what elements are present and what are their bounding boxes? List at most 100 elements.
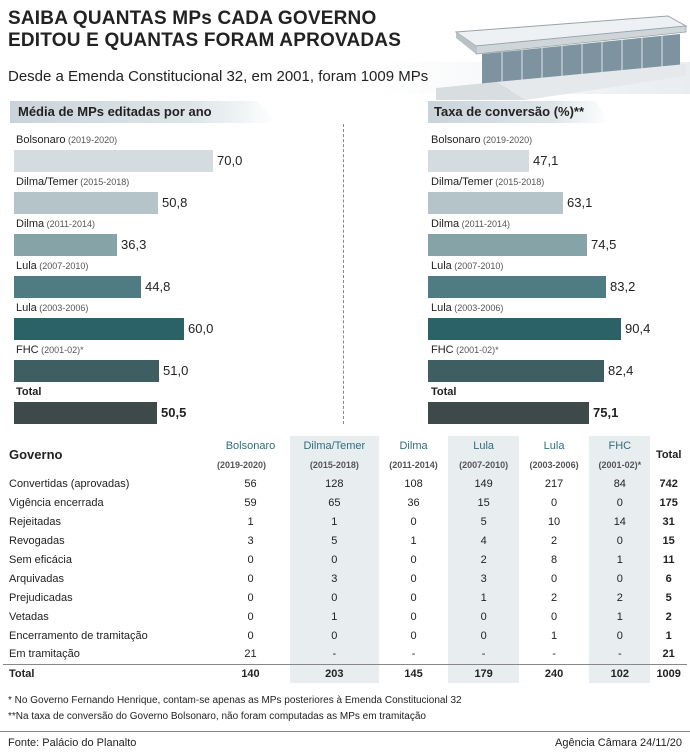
- table-cell: 65: [290, 493, 379, 512]
- right-bar-value-0: 47,1: [533, 153, 559, 168]
- table-cell: 56: [244, 477, 257, 490]
- table-cell: 0: [410, 591, 417, 604]
- right-bar-label-1: Dilma/Temer (2015-2018): [431, 176, 544, 188]
- table-header-years-row: (2019-2020) (2015-2018) (2011-2014) (200…: [3, 455, 687, 474]
- right-panel-title-band: [428, 101, 610, 123]
- table-cell: 15: [448, 493, 519, 512]
- left-bar-value-3: 44,8: [145, 279, 171, 294]
- table-cell: 108: [404, 477, 423, 490]
- table-cell: 1: [290, 607, 379, 626]
- table-cell: 31: [662, 515, 675, 528]
- right-bar-3: [428, 276, 606, 298]
- table-cell: 15: [662, 534, 675, 547]
- mp-table: Governo Bolsonaro Dilma/Temer Dilma Lula…: [3, 436, 687, 683]
- table-cell: 0: [290, 626, 379, 645]
- right-bar-value-1: 63,1: [567, 195, 593, 210]
- title-line-2: EDITOU E QUANTAS FORAM APROVADAS: [8, 30, 402, 51]
- table-cell: 140: [210, 663, 291, 683]
- table-cell: 0: [551, 496, 558, 509]
- table-row-label-2: Rejeitadas: [9, 515, 61, 528]
- table-cell: 2: [589, 588, 651, 607]
- right-bar-label-name-6: Total: [431, 386, 457, 398]
- table-row-label-3: Revogadas: [9, 534, 65, 547]
- right-bar-label-name-5: FHC: [431, 344, 454, 356]
- table-cell: 1: [551, 629, 558, 642]
- table-cell: 102: [589, 663, 651, 683]
- table-cell: 1: [410, 534, 417, 547]
- left-bar-2: [14, 234, 117, 256]
- table-cell: 5: [665, 591, 672, 604]
- left-bar-value-6: 50,5: [161, 405, 187, 420]
- right-bar-1: [428, 192, 563, 214]
- left-bar-label-name-5: FHC: [16, 344, 39, 356]
- table-cell: 145: [378, 663, 449, 683]
- right-bar-label-years-3: (2007-2010): [451, 261, 504, 271]
- left-bar-value-0: 70,0: [217, 153, 243, 168]
- left-bar-label-6: Total: [16, 386, 41, 398]
- table-cell: 5: [290, 531, 379, 550]
- table-cell: 0: [290, 588, 379, 607]
- subtitle: Desde a Emenda Constitucional 32, em 200…: [8, 68, 429, 85]
- col-year-fhc: (2001-02)*: [589, 455, 651, 474]
- right-bar-label-years-0: (2019-2020): [480, 135, 533, 145]
- right-bar-2: [428, 234, 587, 256]
- table-cell: 84: [589, 474, 651, 493]
- table-row-label-8: Encerramento de tramitação: [9, 629, 148, 642]
- panel-divider: [343, 124, 344, 424]
- left-panel-title: Média de MPs editadas por ano: [18, 104, 212, 119]
- table-row-label-0: Convertidas (aprovadas): [9, 477, 130, 490]
- table-row: Em tramitação 21- - - - -21: [3, 645, 687, 664]
- congress-building-illustration: [436, 15, 688, 100]
- table-cell: -: [290, 645, 379, 664]
- table-row-label-5: Arquivadas: [9, 572, 65, 585]
- table-cell: 203: [290, 663, 379, 683]
- table-cell: 0: [247, 610, 254, 623]
- table-cell: 6: [665, 572, 672, 585]
- right-bar-label-2: Dilma (2011-2014): [431, 218, 510, 230]
- title-line-1: SAIBA QUANTAS MPs CADA GOVERNO: [8, 8, 377, 29]
- col-header-lula-2003: Lula: [543, 439, 565, 452]
- table-row: Rejeitadas 1 1 0 5 10 14 31: [3, 512, 687, 531]
- table-cell: 3: [247, 534, 254, 547]
- table-cell: 179: [448, 663, 519, 683]
- table-cell: 0: [290, 550, 379, 569]
- left-bar-6: [14, 402, 157, 424]
- right-panel-title: Taxa de conversão (%)**: [434, 104, 585, 119]
- right-bar-label-0: Bolsonaro (2019-2020): [431, 134, 532, 146]
- right-bar-label-years-5: (2001-02)*: [453, 345, 499, 355]
- right-bar-label-name-2: Dilma: [431, 218, 460, 230]
- table-cell: 240: [518, 663, 590, 683]
- table-cell: 0: [448, 626, 519, 645]
- right-bar-5: [428, 360, 604, 382]
- table-row-label-1: Vigência encerrada: [9, 496, 104, 509]
- table-cell: 0: [247, 572, 254, 585]
- table-row-label-7: Vetadas: [9, 610, 49, 623]
- table-row: Encerramento de tramitação 0 0 0 0 1 0 1: [3, 626, 687, 645]
- table-cell: 0: [589, 493, 651, 512]
- right-bar-value-4: 90,4: [625, 321, 651, 336]
- table-cell: 1: [448, 588, 519, 607]
- table-cell: 2: [551, 591, 558, 604]
- table-cell: 4: [448, 531, 519, 550]
- col-header-fhc: FHC: [589, 436, 651, 455]
- table-cell: 10: [547, 515, 561, 528]
- left-bar-label-years-4: (2003-2006): [36, 303, 89, 313]
- table-row: Convertidas (aprovadas) 56 128 108 149 217 84 7…: [3, 474, 687, 493]
- left-bar-label-name-0: Bolsonaro: [16, 134, 66, 146]
- table-cell: 1: [290, 512, 379, 531]
- right-bar-value-6: 75,1: [593, 405, 619, 420]
- col-year-lula-2003: (2003-2006): [529, 459, 579, 470]
- table-total-row: Total 140 203 145 179 240 102 1009: [3, 663, 687, 683]
- right-bar-0: [428, 150, 529, 172]
- table-row: Revogadas 3 5 1 4 2 0 15: [3, 531, 687, 550]
- table-row: Vetadas 0 1 0 0 0 1 2: [3, 607, 687, 626]
- table-cell: 3: [290, 569, 379, 588]
- table-cell: 0: [247, 629, 254, 642]
- col-header-lula-2007: Lula: [448, 436, 519, 455]
- table-cell: 2: [448, 550, 519, 569]
- col-year-bolsonaro: (2019-2020): [216, 459, 267, 470]
- left-bar-4: [14, 318, 184, 340]
- left-bar-label-5: FHC (2001-02)*: [16, 344, 84, 356]
- table-cell: 0: [410, 610, 417, 623]
- table-cell: 0: [410, 553, 417, 566]
